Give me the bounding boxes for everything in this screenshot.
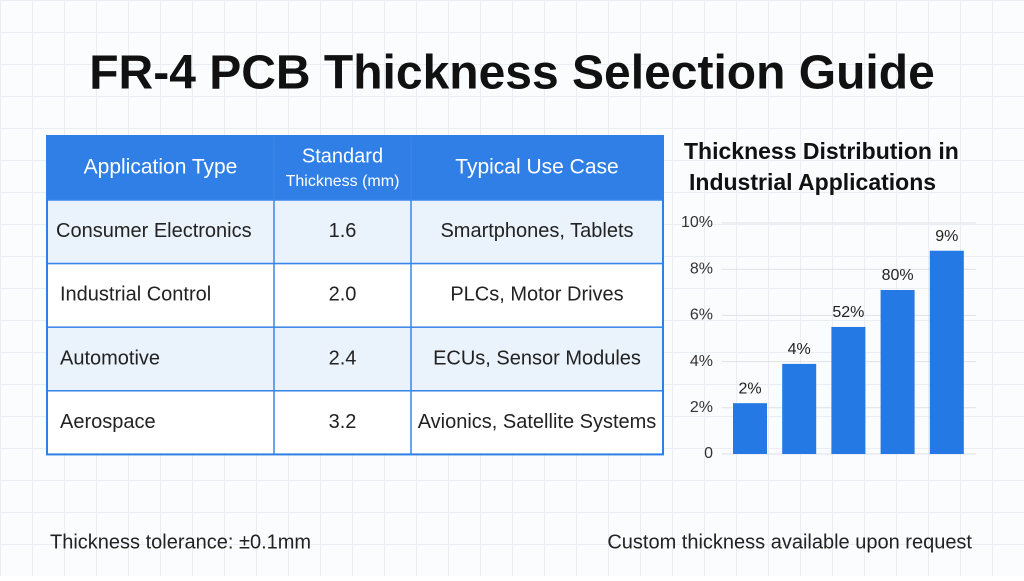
table-cell: 2.0 xyxy=(329,284,357,306)
bar xyxy=(929,250,964,454)
bar-annotation: 80% xyxy=(882,267,914,284)
table-cell: PLCs, Motor Drives xyxy=(450,284,623,306)
table-cell: 1.6 xyxy=(329,220,357,242)
table-cell: Avionics, Satellite Systems xyxy=(418,411,657,433)
chart-title: Thickness Distribution in xyxy=(684,138,959,164)
footer-note: Thickness tolerance: ±0.1mm xyxy=(50,531,311,553)
table-cell: Industrial Control xyxy=(60,284,211,306)
bar-annotation: 9% xyxy=(935,228,958,245)
bar-annotation: 52% xyxy=(832,304,864,321)
y-tick-label: 10% xyxy=(681,214,713,231)
bar-annotation: 2% xyxy=(738,380,761,397)
table-row xyxy=(46,326,664,392)
chart-title: Industrial Applications xyxy=(689,169,936,195)
table-header-bg xyxy=(47,136,663,200)
table-cell: Automotive xyxy=(60,347,160,369)
header-cell: Application Type xyxy=(84,156,238,179)
y-tick-label: 0 xyxy=(704,445,713,462)
bar xyxy=(733,403,767,454)
page-title: FR-4 PCB Thickness Selection Guide xyxy=(89,47,935,100)
table-cell: Consumer Electronics xyxy=(56,220,252,242)
table-cell: Smartphones, Tablets xyxy=(440,220,633,242)
bar xyxy=(782,363,817,454)
bar xyxy=(831,326,866,454)
table-cell: 3.2 xyxy=(329,411,357,433)
table-row xyxy=(46,262,664,328)
table-cell: ECUs, Sensor Modules xyxy=(433,347,641,369)
bar xyxy=(880,289,915,454)
table-row xyxy=(46,199,664,265)
table-cell: Aerospace xyxy=(60,411,156,433)
footer-note: Custom thickness available upon request xyxy=(607,531,972,553)
header-cell: Standard xyxy=(302,145,383,167)
y-tick-label: 6% xyxy=(690,307,713,324)
table-border xyxy=(46,135,664,456)
y-tick-label: 8% xyxy=(690,260,713,277)
y-tick-label: 2% xyxy=(690,399,713,416)
header-cell: Typical Use Case xyxy=(455,156,618,179)
bar-annotation: 4% xyxy=(788,341,811,358)
header-cell: Thickness (mm) xyxy=(286,173,400,190)
y-tick-label: 4% xyxy=(690,353,713,370)
table-cell: 2.4 xyxy=(329,347,357,369)
